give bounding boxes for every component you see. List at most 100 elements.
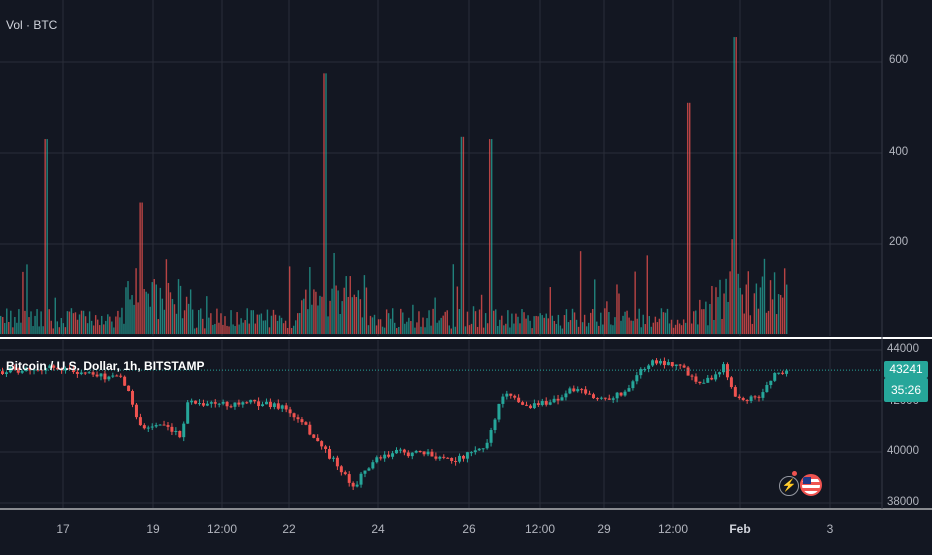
volume-bar — [72, 313, 75, 334]
candle-body — [670, 362, 674, 367]
candle-body — [414, 450, 418, 453]
volume-bar — [511, 313, 513, 334]
price-y-tick: 38000 — [887, 496, 919, 508]
volume-bar — [212, 324, 214, 334]
candle-body — [229, 406, 233, 408]
volume-bar — [125, 287, 127, 334]
volume-bar — [490, 139, 493, 334]
volume-bar — [341, 301, 343, 334]
volume-bar — [402, 312, 404, 334]
us-flag-icon[interactable] — [800, 474, 822, 496]
volume-bar — [92, 325, 95, 334]
volume-bar — [141, 202, 143, 334]
candle-body — [158, 424, 162, 426]
candle-body — [718, 372, 722, 375]
volume-bar — [545, 313, 547, 334]
volume-bar — [185, 296, 188, 334]
volume-bar — [163, 309, 166, 334]
volume-bar — [394, 322, 396, 334]
candle-body — [304, 422, 308, 425]
candle-body — [186, 402, 190, 424]
volume-bar — [187, 303, 190, 334]
candle-body — [706, 377, 710, 383]
volume-bar — [248, 323, 250, 334]
volume-bar — [484, 313, 487, 334]
volume-bar — [525, 318, 527, 334]
volume-bar — [153, 279, 155, 334]
volume-bar — [143, 288, 145, 334]
volume-bar — [367, 325, 370, 334]
candle-body — [339, 466, 343, 473]
candle-body — [402, 449, 406, 453]
volume-bar — [682, 319, 685, 334]
candle-body — [67, 368, 71, 370]
volume-bar — [541, 315, 543, 334]
volume-bar — [357, 290, 360, 334]
candle-body — [166, 425, 170, 427]
candle-body — [658, 360, 662, 364]
candle-body — [221, 401, 225, 404]
volume-bar — [258, 314, 261, 334]
price-y-tick: 40000 — [887, 445, 919, 457]
volume-bar — [10, 310, 12, 334]
volume-bar — [232, 324, 234, 334]
volume-bar — [284, 320, 287, 334]
candle-body — [99, 373, 103, 377]
candle-body — [40, 369, 44, 371]
x-tick: 24 — [371, 522, 385, 536]
candle-body — [674, 364, 678, 367]
volume-bar — [107, 314, 109, 334]
volume-bar — [42, 326, 44, 334]
volume-bar — [505, 323, 507, 334]
volume-bar — [527, 315, 529, 334]
volume-bar — [600, 312, 602, 334]
candle-body — [481, 448, 485, 450]
candle-body — [560, 397, 564, 401]
volume-bar — [422, 317, 424, 334]
candle-body — [769, 380, 773, 386]
candle-body — [32, 369, 36, 371]
volume-pane-title: Vol · BTC — [6, 18, 58, 32]
volume-bar — [159, 287, 162, 334]
volume-bar — [624, 311, 626, 334]
candle-body — [513, 395, 517, 398]
candle-body — [733, 387, 737, 397]
candle-body — [619, 392, 623, 396]
candle-body — [320, 441, 324, 447]
volume-bar — [503, 325, 505, 334]
volume-bar — [725, 278, 727, 334]
volume-bar — [581, 322, 584, 334]
candle-body — [233, 402, 237, 407]
candle-body — [225, 401, 229, 407]
volume-bar — [268, 327, 271, 334]
volume-bar — [363, 275, 366, 334]
volume-bar — [389, 318, 392, 334]
candle-body — [213, 402, 217, 404]
volume-bar — [488, 139, 491, 334]
volume-bar — [646, 255, 648, 334]
candle-body — [418, 450, 422, 452]
volume-bar — [58, 327, 61, 334]
volume-bar — [151, 282, 153, 334]
candle-body — [722, 364, 726, 373]
flash-icon[interactable]: ⚡ — [779, 476, 799, 496]
volume-bar — [444, 311, 446, 334]
volume-bar — [652, 322, 655, 334]
volume-bar — [121, 307, 123, 334]
volume-bar — [476, 326, 479, 334]
candle-body — [741, 397, 745, 401]
volume-bar — [290, 328, 293, 334]
volume-bar — [339, 314, 341, 334]
candle-body — [383, 454, 387, 459]
candle-body — [257, 401, 261, 407]
candle-body — [60, 369, 64, 371]
volume-bar — [761, 276, 764, 334]
candle-body — [245, 402, 249, 404]
volume-bar — [218, 322, 220, 334]
volume-bar — [547, 318, 549, 334]
volume-bar — [410, 321, 412, 334]
volume-y-tick: 200 — [889, 236, 909, 248]
volume-bar — [238, 324, 240, 334]
